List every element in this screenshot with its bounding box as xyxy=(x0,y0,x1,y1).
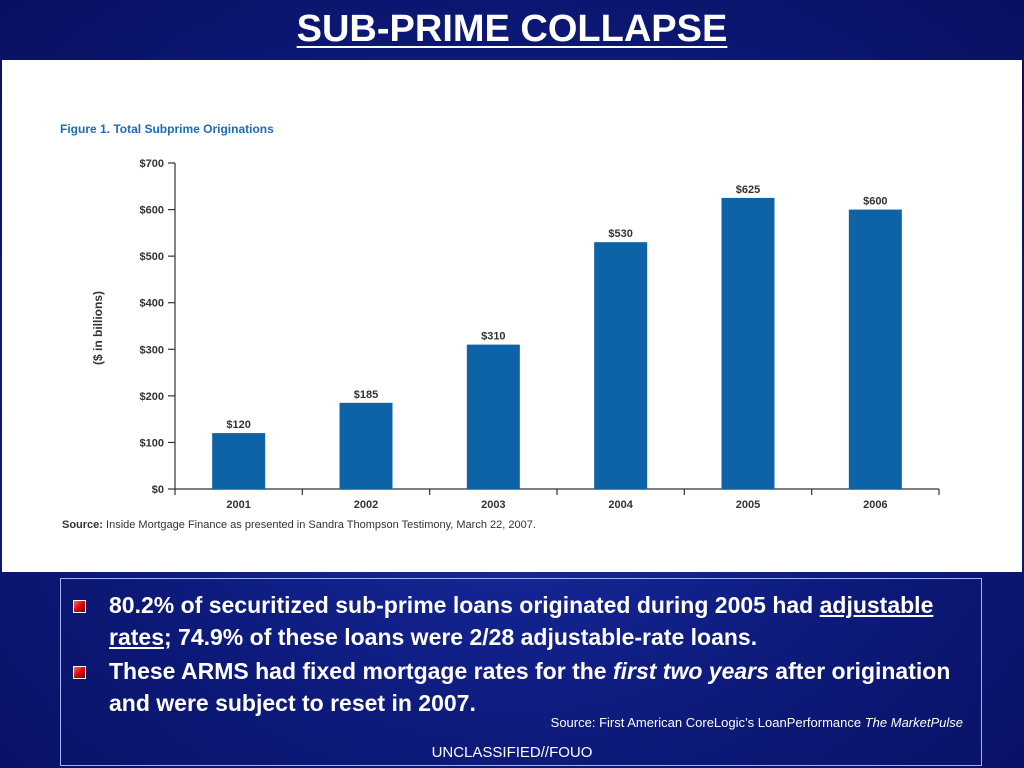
bullet-item: 80.2% of securitized sub-prime loans ori… xyxy=(71,589,971,653)
bullet-underlined-text: adjustable rates xyxy=(109,592,934,650)
bar-data-label: $600 xyxy=(863,196,887,208)
source-note-text: Source: First American CoreLogic’s LoanP… xyxy=(550,715,865,730)
bar xyxy=(212,433,266,489)
bullet-italic-text: first two years xyxy=(612,658,769,684)
bullet-box: 80.2% of securitized sub-prime loans ori… xyxy=(60,578,982,766)
bar-data-label: $185 xyxy=(354,389,378,401)
bullet-item: These ARMS had fixed mortgage rates for … xyxy=(71,655,971,719)
x-tick-label: 2004 xyxy=(608,499,633,511)
chart-source: Source: Inside Mortgage Finance as prese… xyxy=(62,519,536,531)
bar xyxy=(466,344,520,489)
y-tick-label: $700 xyxy=(140,158,164,170)
bar-data-label: $625 xyxy=(736,184,760,196)
x-tick-label: 2005 xyxy=(736,499,760,511)
bar xyxy=(339,402,393,489)
subprime-bar-chart: Figure 1. Total Subprime Originations ($… xyxy=(60,122,940,531)
y-tick-label: $600 xyxy=(140,205,164,217)
bar-data-label: $310 xyxy=(481,331,505,343)
chart-source-label: Source: xyxy=(62,519,103,531)
y-tick-label: $0 xyxy=(152,484,164,496)
bullet-text: 80.2% of securitized sub-prime loans ori… xyxy=(109,592,820,618)
slide-title: SUB-PRIME COLLAPSE xyxy=(296,8,728,50)
bullet-text: ; 74.9% of these loans were 2/28 adjusta… xyxy=(163,624,758,650)
chart-source-text: Inside Mortgage Finance as presented in … xyxy=(103,519,536,531)
source-note: Source: First American CoreLogic’s LoanP… xyxy=(551,715,963,730)
x-tick-label: 2002 xyxy=(354,499,378,511)
square-bullet-icon xyxy=(73,600,86,613)
square-bullet-icon xyxy=(73,666,86,679)
y-tick-label: $200 xyxy=(140,391,164,403)
source-note-italic: The MarketPulse xyxy=(864,715,963,730)
bar-data-label: $120 xyxy=(226,419,250,431)
chart-panel: Figure 1. Total Subprime Originations ($… xyxy=(2,60,1022,572)
chart-title: Figure 1. Total Subprime Originations xyxy=(60,122,274,136)
y-tick-label: $400 xyxy=(140,298,164,310)
bar xyxy=(594,242,648,489)
bullet-text: These ARMS had fixed mortgage rates for … xyxy=(109,658,613,684)
bar-data-label: $530 xyxy=(608,228,632,240)
x-tick-label: 2003 xyxy=(481,499,505,511)
bar xyxy=(848,209,902,490)
bullet-list: 80.2% of securitized sub-prime loans ori… xyxy=(71,589,971,721)
bar xyxy=(721,197,775,489)
y-tick-label: $300 xyxy=(140,344,164,356)
x-tick-label: 2001 xyxy=(226,499,250,511)
classification-marking: UNCLASSIFIED//FOUO xyxy=(431,744,593,761)
y-tick-label: $100 xyxy=(140,437,164,449)
y-axis-label: ($ in billions) xyxy=(91,291,105,365)
bullet-text: after origination and were subject to re… xyxy=(109,658,951,716)
x-tick-label: 2006 xyxy=(863,499,887,511)
y-tick-label: $500 xyxy=(140,251,164,263)
